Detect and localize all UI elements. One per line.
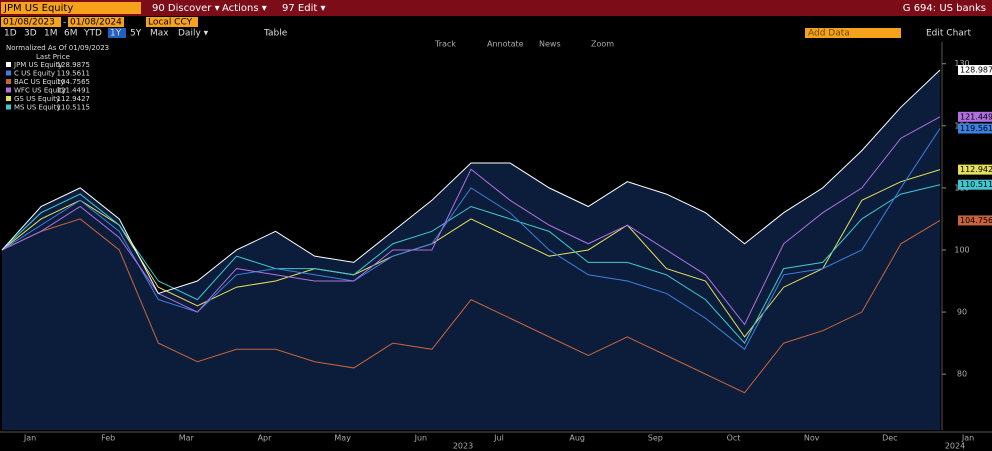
last-value-tag: [958, 215, 992, 226]
legend-title: Normalized As Of 01/09/2023: [6, 44, 109, 52]
x-tick-label: Jul: [493, 434, 504, 443]
timeframe[interactable]: YTD: [83, 29, 102, 39]
legend-swatch: [6, 79, 11, 84]
chart-tool[interactable]: Track: [434, 40, 456, 49]
x-tick-label: Apr: [258, 434, 273, 443]
timeframe[interactable]: 1Y: [110, 29, 122, 39]
legend-name: BAC US Equity: [14, 78, 65, 86]
timeframe[interactable]: Max: [150, 29, 169, 39]
legend-swatch: [6, 104, 11, 110]
x-tick-label: Jun: [414, 434, 428, 443]
legend-value: 112.9427: [57, 95, 90, 103]
last-value-tag: [958, 164, 992, 175]
legend-swatch: [6, 96, 11, 101]
last-value-tag: [958, 179, 992, 190]
timeframe[interactable]: 1M: [44, 29, 58, 39]
legend-name: MS US Equity: [14, 104, 61, 112]
series-line: [1, 169, 941, 338]
security-field[interactable]: [1, 2, 141, 14]
menu[interactable]: 90 Discover ▾: [152, 3, 220, 14]
edit-chart[interactable]: Edit Chart: [926, 29, 971, 39]
series-line: [1, 218, 941, 394]
active-tab: [108, 28, 126, 38]
x-tick-label: Jan: [961, 434, 974, 443]
last-value: 104.7565: [960, 216, 992, 225]
x-tick-label: Dec: [882, 434, 897, 443]
y-tick-label: 80: [957, 370, 967, 379]
series-line: [1, 128, 941, 351]
last-value: 112.9427: [960, 165, 992, 174]
start-date[interactable]: 01/08/2023: [3, 18, 55, 28]
end-date-field[interactable]: [68, 17, 124, 27]
legend-value: 121.4491: [57, 87, 90, 95]
timeframe[interactable]: 5Y: [130, 29, 142, 39]
end-date[interactable]: 01/08/2024: [70, 18, 122, 28]
legend-value: 104.7565: [57, 78, 90, 86]
legend-value: 110.5115: [57, 104, 90, 112]
chart-tool[interactable]: Annotate: [487, 40, 524, 49]
timeframe[interactable]: 6M: [64, 29, 78, 39]
legend-swatch: [6, 70, 11, 76]
area: [2, 70, 940, 430]
currency[interactable]: Local CCY: [148, 18, 193, 28]
last-value: 110.5115: [960, 180, 992, 189]
timeframe[interactable]: 3D: [24, 29, 37, 39]
frequency[interactable]: Daily ▾: [178, 29, 209, 39]
year-label: 2024: [945, 442, 965, 451]
header-bar: [0, 0, 992, 16]
year-label: 2023: [453, 442, 473, 451]
add-data-field[interactable]: [805, 28, 901, 38]
start-date-field[interactable]: [1, 17, 61, 27]
legend-name: JPM US Equity: [13, 61, 62, 69]
add-data[interactable]: Add Data: [808, 29, 850, 39]
x-tick-label: Nov: [804, 434, 820, 443]
legend-name: WFC US Equity: [14, 87, 66, 95]
x-tick-label: Mar: [179, 434, 195, 443]
timeframe[interactable]: 1D: [4, 29, 17, 39]
legend-value: 119.5611: [57, 70, 90, 78]
last-value-tag: [958, 111, 992, 122]
last-value: 119.5611: [960, 124, 992, 133]
menu[interactable]: Actions ▾: [222, 3, 267, 14]
x-tick-label: Aug: [569, 434, 585, 443]
last-value-tag: [958, 65, 992, 76]
x-tick-label: Jan: [23, 434, 36, 443]
x-tick-label: Feb: [101, 434, 115, 443]
y-tick-label: 130: [954, 59, 969, 68]
series-line: [1, 69, 941, 295]
chart-tool[interactable]: News: [539, 40, 561, 49]
page-title: G 694: US banks: [903, 3, 986, 14]
currency-field[interactable]: [146, 17, 198, 27]
x-tick-label: Oct: [727, 434, 741, 443]
table-button[interactable]: Table: [263, 29, 288, 39]
x-tick-label: Sep: [648, 434, 663, 443]
legend-swatch: [6, 62, 11, 67]
legend-box: [2, 42, 92, 114]
y-tick-label: 100: [954, 245, 969, 254]
legend-subtitle: Last Price: [36, 53, 70, 61]
last-value: 121.4491: [960, 112, 992, 121]
last-value-tag: [958, 123, 992, 134]
legend-swatch: [6, 87, 11, 93]
date-separator: -: [63, 18, 66, 28]
series-line: [1, 184, 941, 344]
last-value: 128.9875: [960, 66, 992, 75]
legend-name: GS US Equity: [14, 95, 60, 103]
y-tick-label: 90: [957, 308, 967, 317]
chart-tool[interactable]: Zoom: [591, 40, 614, 49]
security[interactable]: JPM US Equity: [3, 3, 73, 14]
menu[interactable]: 97 Edit ▾: [282, 3, 325, 14]
chart: 8090100110120130JanFebMarAprMayJunJulAug…: [0, 42, 992, 451]
legend-value: 128.9875: [57, 61, 90, 69]
legend-name: C US Equity: [14, 70, 55, 78]
x-tick-label: May: [334, 434, 351, 443]
